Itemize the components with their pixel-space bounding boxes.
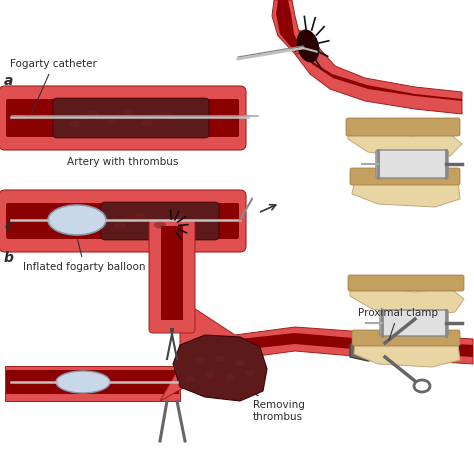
Text: Artery with thrombus: Artery with thrombus [67, 157, 178, 167]
Polygon shape [350, 340, 388, 361]
FancyBboxPatch shape [0, 86, 246, 150]
Polygon shape [348, 126, 462, 159]
FancyBboxPatch shape [350, 168, 460, 185]
FancyBboxPatch shape [348, 275, 464, 291]
Ellipse shape [123, 109, 135, 116]
Ellipse shape [134, 212, 146, 219]
FancyBboxPatch shape [380, 310, 448, 336]
Ellipse shape [154, 221, 166, 228]
Ellipse shape [205, 372, 215, 378]
FancyBboxPatch shape [6, 99, 239, 137]
FancyBboxPatch shape [101, 202, 219, 240]
FancyBboxPatch shape [352, 330, 460, 346]
Polygon shape [276, 0, 302, 52]
Text: Inflated fogarty balloon: Inflated fogarty balloon [23, 240, 146, 272]
Polygon shape [350, 284, 464, 316]
Ellipse shape [245, 370, 255, 376]
FancyBboxPatch shape [6, 203, 239, 239]
Ellipse shape [215, 356, 225, 362]
Text: Fogarty catheter: Fogarty catheter [10, 59, 97, 114]
FancyBboxPatch shape [346, 118, 460, 136]
Text: Proximal clamp: Proximal clamp [358, 308, 438, 340]
Polygon shape [160, 299, 473, 401]
FancyBboxPatch shape [53, 98, 209, 138]
Polygon shape [180, 333, 473, 383]
Polygon shape [354, 341, 460, 367]
FancyBboxPatch shape [149, 220, 195, 333]
Ellipse shape [105, 118, 117, 125]
Ellipse shape [159, 111, 171, 118]
Ellipse shape [298, 30, 319, 62]
Polygon shape [295, 29, 462, 114]
Ellipse shape [225, 374, 235, 380]
Polygon shape [352, 179, 460, 207]
Text: a: a [4, 74, 13, 88]
Polygon shape [300, 42, 462, 101]
Text: c: c [4, 219, 12, 233]
FancyBboxPatch shape [376, 150, 448, 178]
Polygon shape [173, 335, 267, 401]
Ellipse shape [48, 205, 106, 235]
Ellipse shape [235, 360, 245, 366]
FancyBboxPatch shape [6, 370, 179, 394]
FancyBboxPatch shape [161, 226, 183, 320]
Ellipse shape [185, 376, 195, 382]
Ellipse shape [141, 119, 153, 127]
Polygon shape [5, 366, 180, 401]
Ellipse shape [195, 358, 205, 364]
Text: b: b [4, 251, 14, 265]
Ellipse shape [87, 110, 99, 118]
FancyBboxPatch shape [0, 190, 246, 252]
Text: Removing
thrombus: Removing thrombus [238, 382, 305, 422]
Polygon shape [272, 0, 310, 54]
Ellipse shape [56, 371, 110, 393]
Ellipse shape [69, 120, 81, 128]
Ellipse shape [174, 212, 186, 219]
Ellipse shape [114, 222, 126, 229]
